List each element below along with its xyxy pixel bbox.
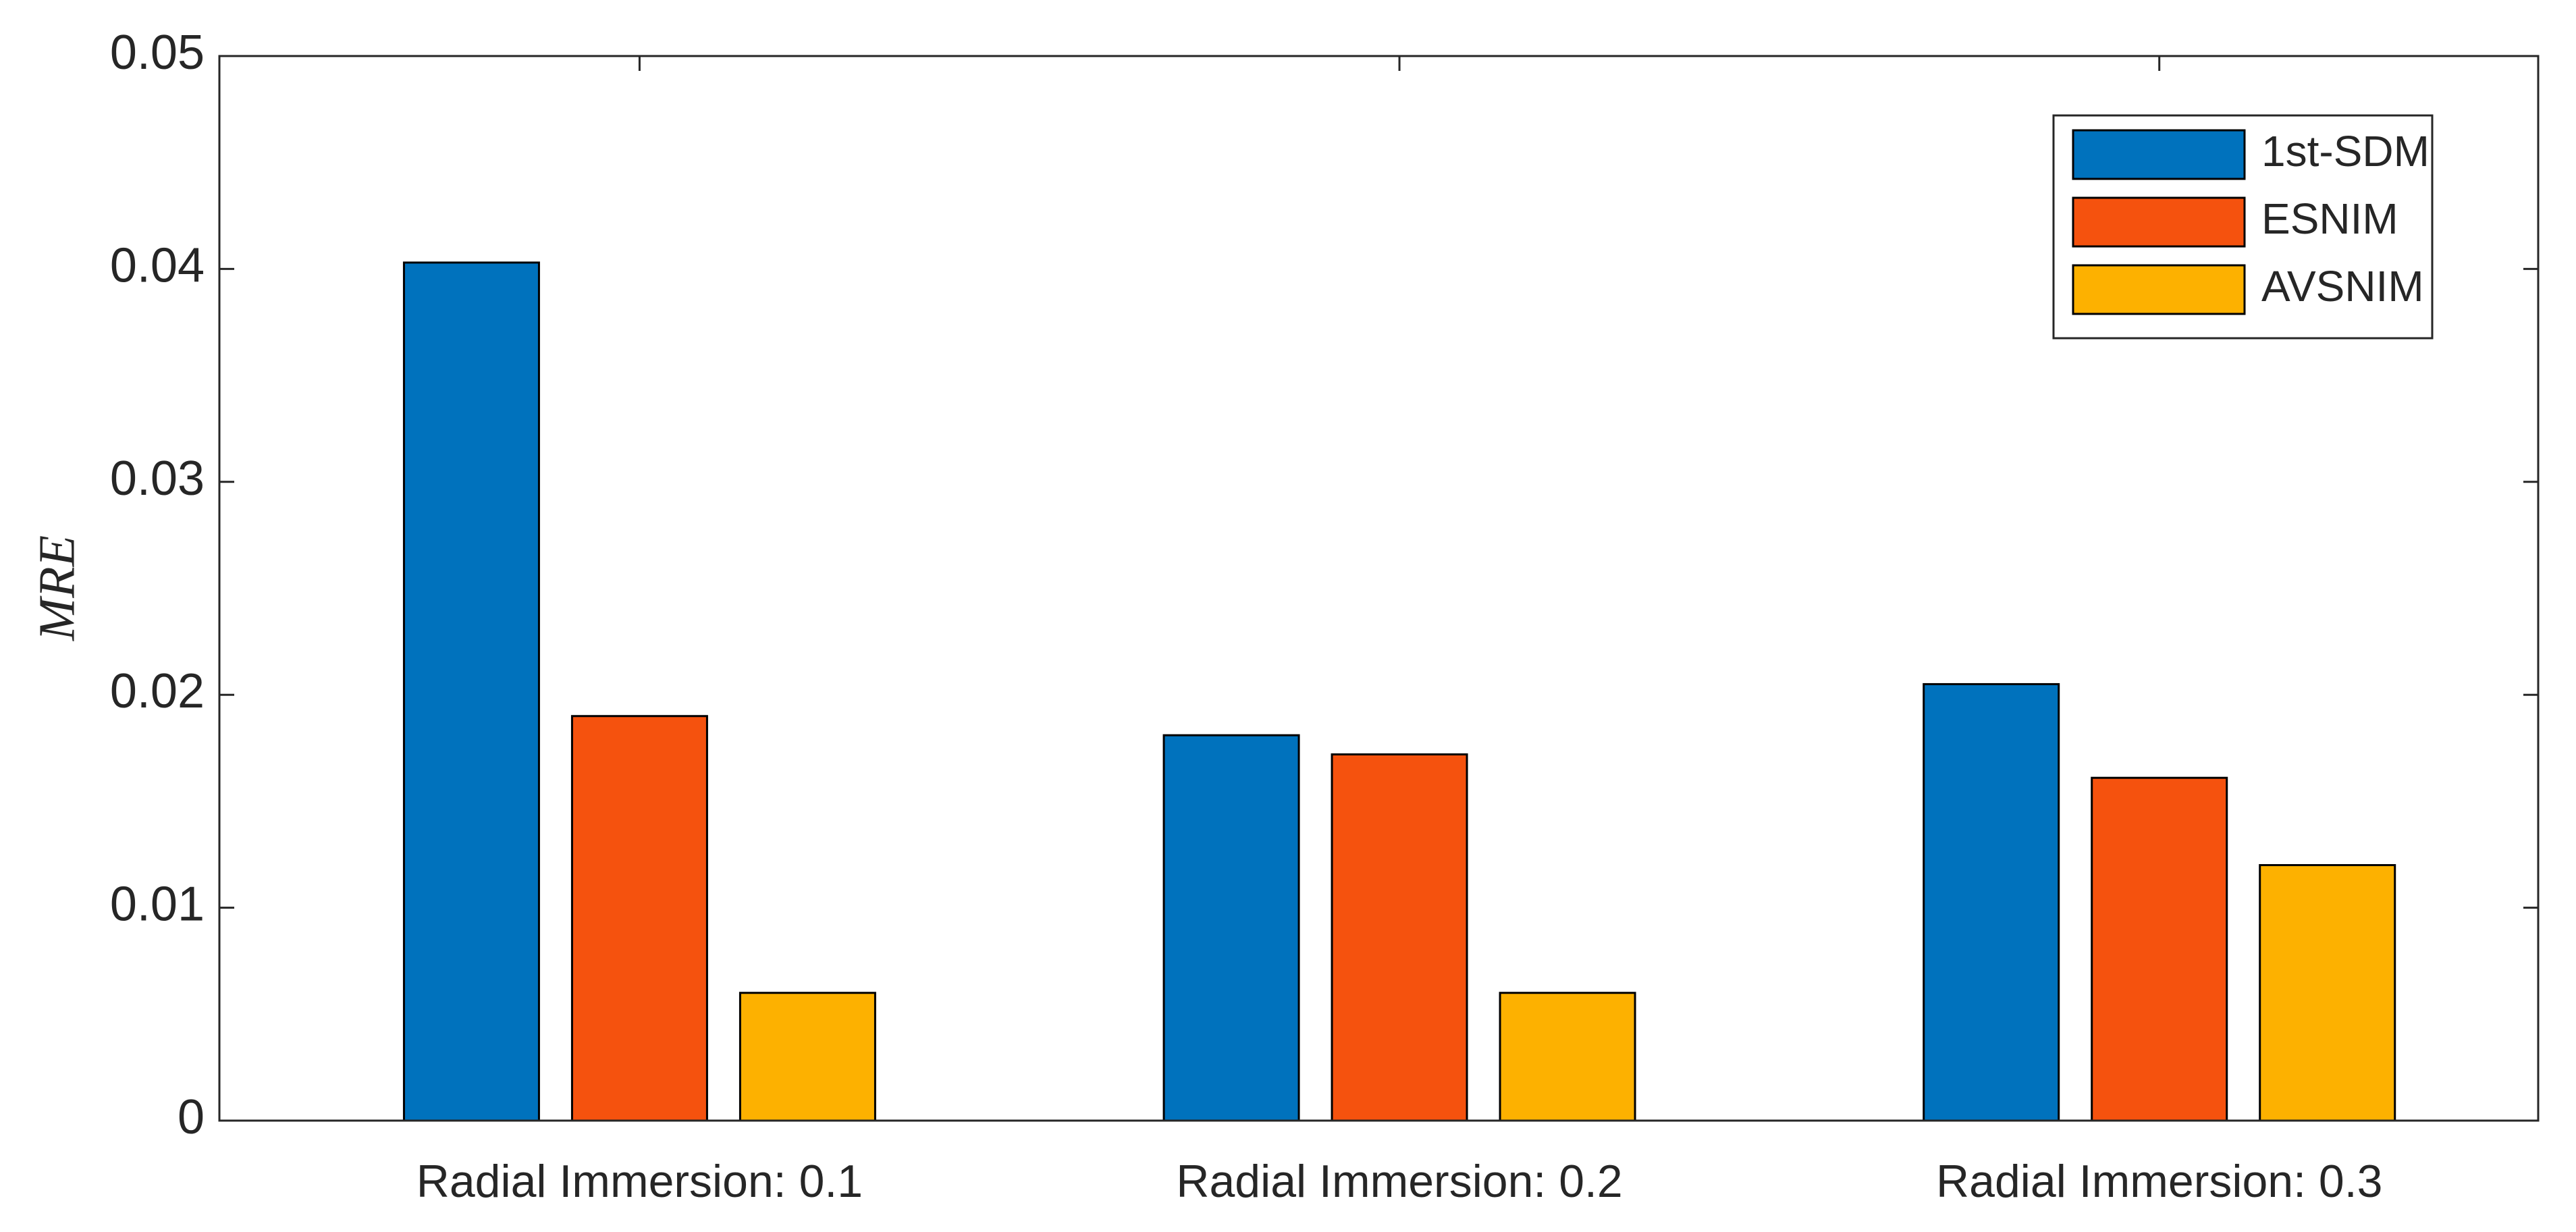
bar <box>402 261 540 1122</box>
plot-frame <box>218 55 2540 1122</box>
bar <box>2259 864 2396 1122</box>
bar <box>1499 992 1636 1122</box>
y-tick-label: 0.01 <box>110 878 205 932</box>
legend-label: ESNIM <box>2261 194 2398 243</box>
legend-label: 1st-SDM <box>2261 127 2430 176</box>
y-tick-label: 0.02 <box>110 664 205 718</box>
bar <box>739 992 876 1122</box>
legend-swatch <box>2072 196 2246 248</box>
x-tick-label: Radial Immersion: 0.1 <box>417 1156 863 1207</box>
x-tick-label: Radial Immersion: 0.3 <box>1936 1156 2382 1207</box>
legend-swatch <box>2072 129 2246 180</box>
bar <box>2091 776 2228 1122</box>
x-tick-label: Radial Immersion: 0.2 <box>1176 1156 1622 1207</box>
bar <box>1923 682 2060 1122</box>
bar <box>1162 734 1300 1122</box>
y-tick-label: 0 <box>178 1090 205 1144</box>
bar <box>570 715 708 1122</box>
legend-swatch <box>2072 264 2246 315</box>
y-tick-label: 0.04 <box>110 238 205 292</box>
legend-label: AVSNIM <box>2261 262 2424 311</box>
y-axis-label: MRE <box>28 535 85 641</box>
bar <box>1331 753 1468 1122</box>
y-tick-label: 0.05 <box>110 26 205 80</box>
y-tick-label: 0.03 <box>110 452 205 506</box>
